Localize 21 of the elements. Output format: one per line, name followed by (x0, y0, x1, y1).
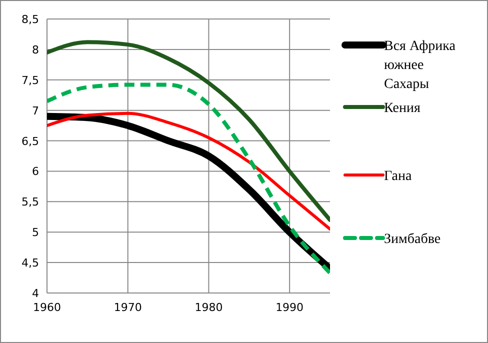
legend-label: Гана (384, 169, 412, 184)
x-tick-label: 1980 (194, 301, 223, 314)
x-tick-label: 1960 (33, 301, 61, 314)
y-tick-label: 7,5 (22, 74, 39, 87)
x-tick-label: 1970 (114, 301, 142, 314)
y-tick-label: 6 (32, 165, 39, 178)
y-tick-label: 8,5 (22, 13, 39, 26)
line-series (47, 40, 330, 222)
y-tick-label: 4,5 (22, 256, 39, 270)
line-series (47, 82, 330, 275)
y-tick-label: 5 (32, 226, 39, 240)
legend-label: Вся Африка южнее Сахары (384, 39, 456, 92)
x-tick-label: 1990 (276, 301, 304, 314)
y-tick-label: 7 (32, 104, 39, 118)
y-tick-label: 8 (32, 43, 39, 56)
line-series (47, 112, 330, 231)
legend-label: Зимбабве (384, 232, 441, 247)
y-tick-label: 5,5 (22, 196, 39, 209)
y-tick-label: 6,5 (22, 134, 39, 148)
y-tick-label: 4 (32, 287, 39, 300)
legend-label: Кения (384, 101, 422, 116)
